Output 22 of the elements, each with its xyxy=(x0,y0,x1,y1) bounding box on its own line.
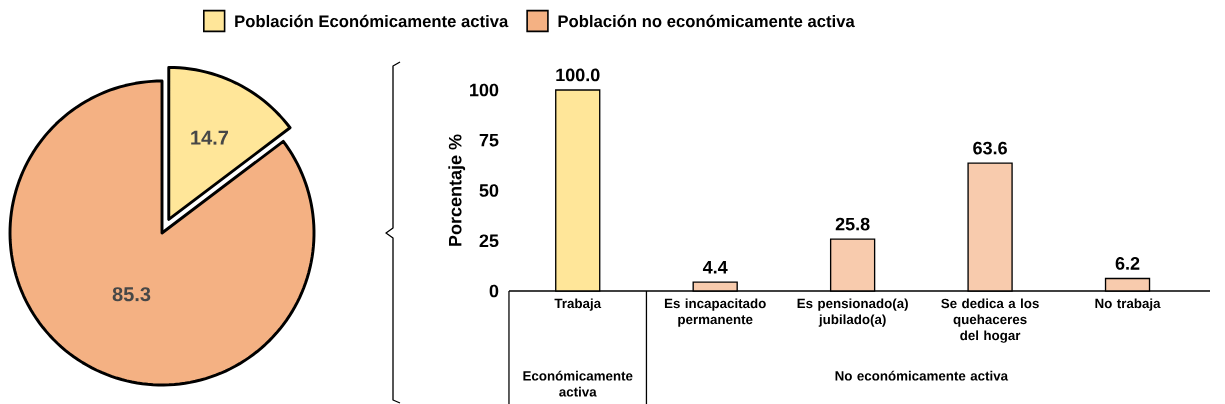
y-tick-label: 25 xyxy=(479,234,499,248)
data-label: 4.4 xyxy=(702,261,728,274)
text: Económicamente activa xyxy=(523,370,633,397)
legend-label: Población no económicamente activa xyxy=(558,14,855,28)
data-label: 85.3 xyxy=(112,287,151,302)
data-label: 6.2 xyxy=(1115,257,1140,270)
data-label: 25.8 xyxy=(835,217,870,231)
y-tick-label: 100 xyxy=(470,83,499,97)
y-axis-title: Porcentaje % xyxy=(448,134,466,246)
x-tick-label: Es incapacitado permanente xyxy=(664,298,766,327)
text: No económicamente activa xyxy=(835,370,1009,381)
data-label: 100.0 xyxy=(556,68,600,82)
data-label: 14.7 xyxy=(191,130,228,145)
x-tick-label: Trabaja xyxy=(554,298,602,311)
x-tick-label: Es pensionado(a) jubilado(a) xyxy=(797,298,908,327)
legend-label: Población Económicamente activa xyxy=(235,14,509,28)
x-tick-label: Se dedica a los quehaceres del hogar xyxy=(941,298,1039,343)
y-tick-label: 0 xyxy=(489,284,499,298)
y-tick-label: 50 xyxy=(479,184,499,197)
y-tick-label: 75 xyxy=(479,133,499,147)
data-label: 63.6 xyxy=(973,141,1007,155)
x-tick-label: No trabaja xyxy=(1095,298,1161,311)
